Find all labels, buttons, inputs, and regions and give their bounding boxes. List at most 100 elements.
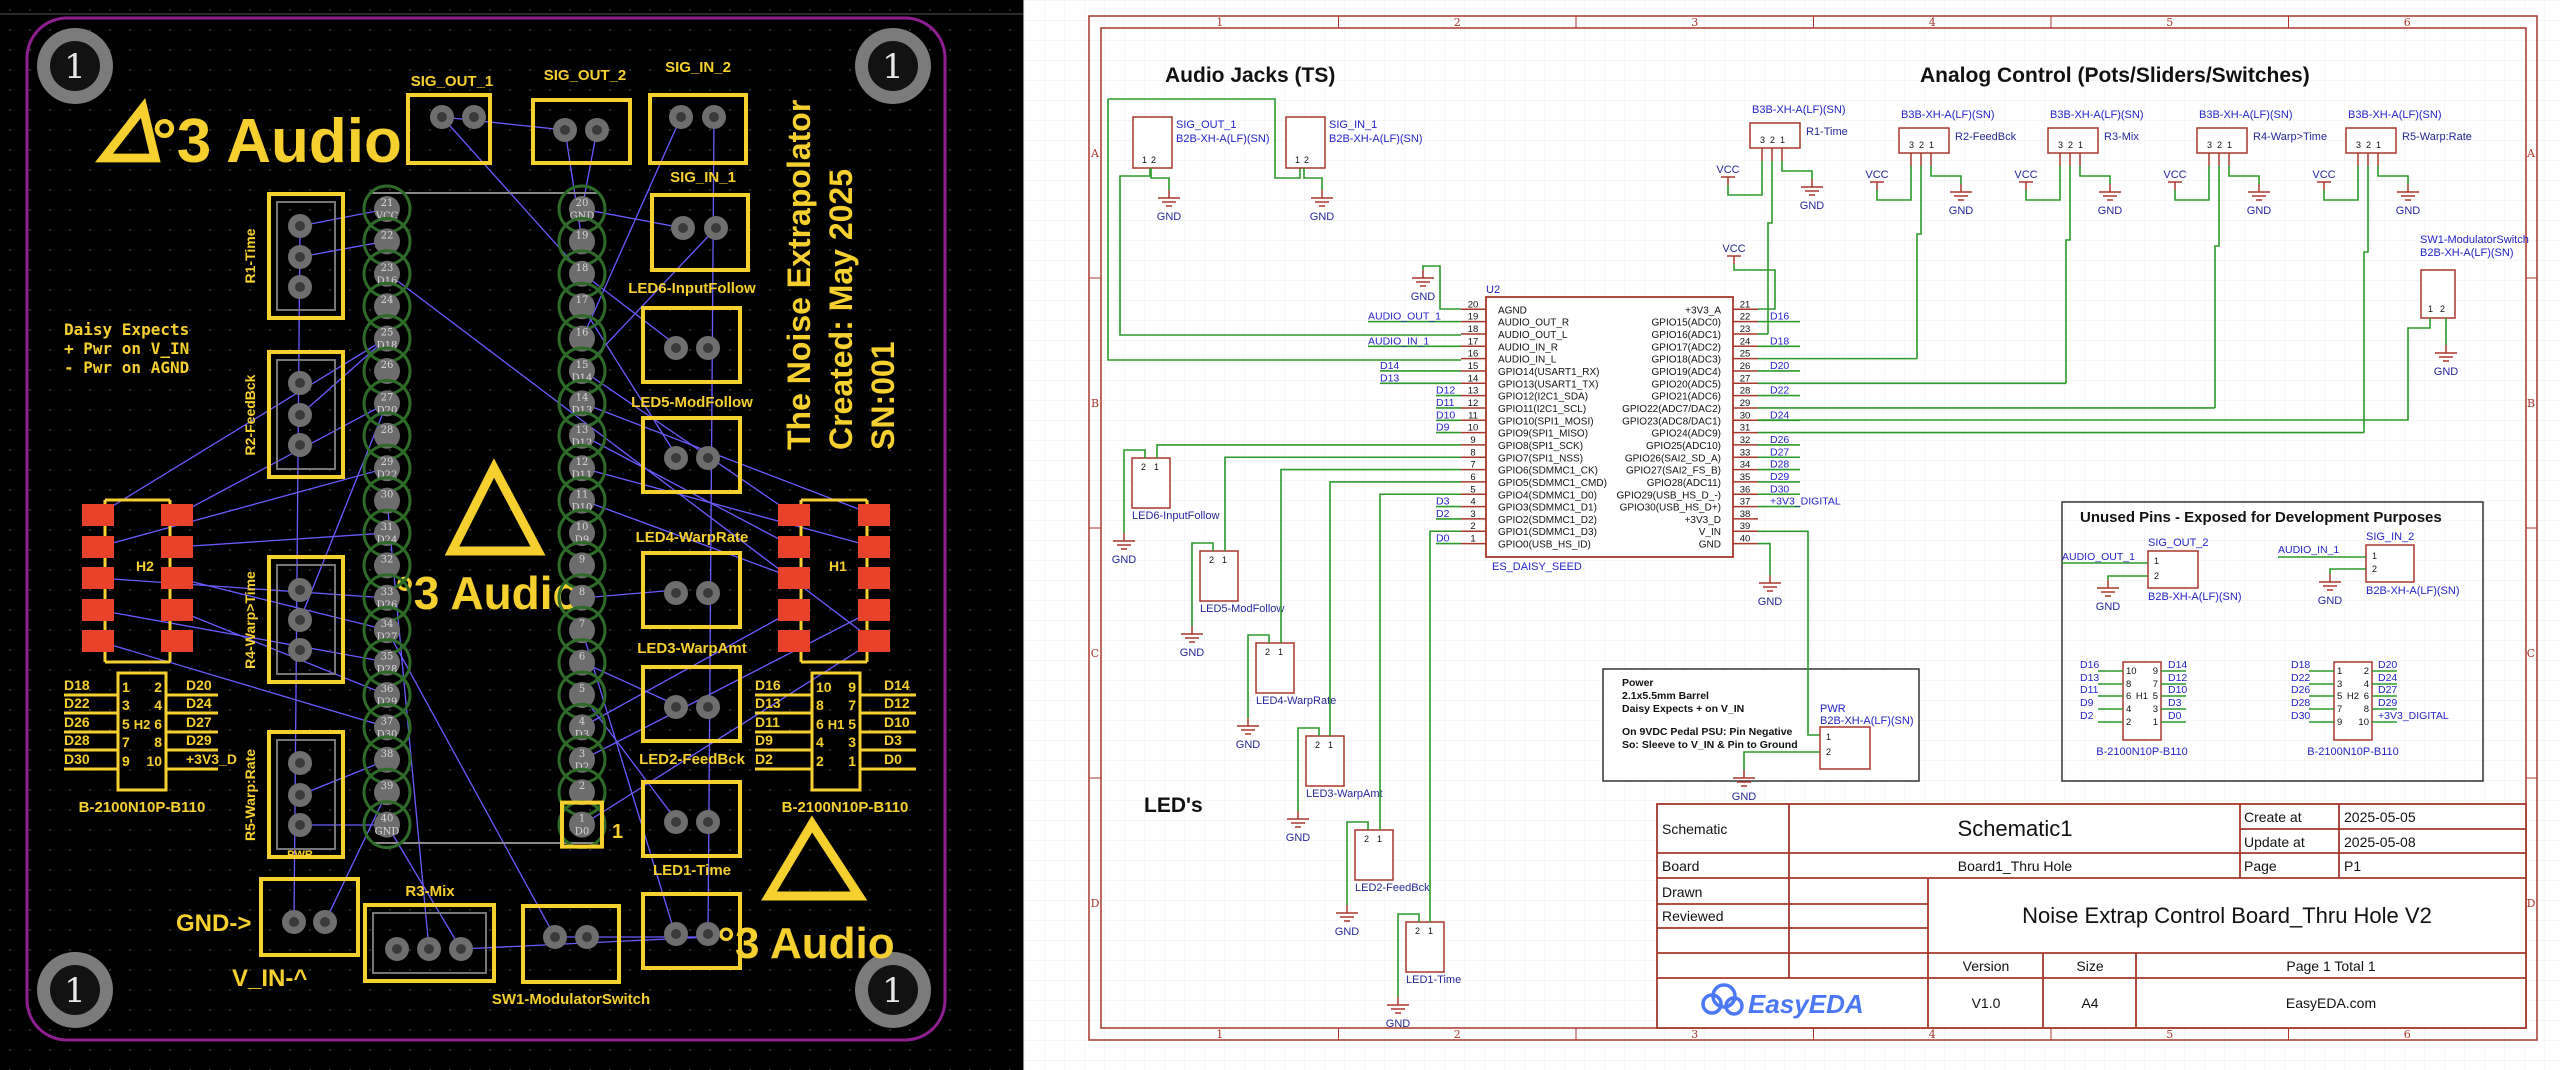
vcc-symbol[interactable]: VCC bbox=[2163, 169, 2187, 190]
wire[interactable] bbox=[1781, 161, 1813, 179]
board-outline[interactable] bbox=[25, 16, 947, 1042]
pot-symbol[interactable]: B3B-XH-A(LF)(SN) R3-Mix 3 2 1 bbox=[2047, 109, 2144, 166]
vcc-symbol[interactable]: VCC bbox=[1716, 164, 1740, 185]
mounting-hole[interactable]: 1 bbox=[37, 952, 113, 1028]
wire[interactable] bbox=[1107, 99, 1461, 361]
wire[interactable] bbox=[1297, 727, 1320, 811]
wire[interactable] bbox=[2174, 166, 2210, 201]
header-symbol-h2[interactable]: D18 D20 1 2 D22 D24 3 4 D26 D27 5 6 D28 D29 7 8 D30 +3V3_… bbox=[2291, 659, 2449, 758]
gnd-symbol[interactable]: GND bbox=[2396, 184, 2421, 217]
led-footprint[interactable]: LED4-WarpRate bbox=[636, 529, 749, 629]
wire[interactable] bbox=[1758, 318, 2431, 421]
header-symbol-h1[interactable]: D16 D14 10 9 D13 D12 8 7 D11 D10 6 5 D9 D3 4 3 D2 D0 2 1 H1 B… bbox=[2080, 659, 2188, 758]
daisy-pin[interactable]: 30 bbox=[362, 476, 412, 526]
wire[interactable] bbox=[1397, 913, 1420, 997]
pot-symbol[interactable]: B3B-XH-A(LF)(SN) R1-Time 3 2 1 bbox=[1749, 104, 1848, 161]
led-symbol[interactable]: 2 1 LED2-FeedBck bbox=[1354, 829, 1430, 894]
daisy-pin[interactable]: 3D2 bbox=[557, 735, 607, 785]
wire[interactable] bbox=[2025, 166, 2061, 201]
wire[interactable] bbox=[1150, 168, 1170, 190]
pot-symbol[interactable]: B3B-XH-A(LF)(SN) R2-FeedBck 3 2 1 bbox=[1898, 109, 2017, 166]
wire[interactable] bbox=[2329, 568, 2366, 574]
daisy-pin[interactable]: 32 bbox=[362, 540, 412, 590]
daisy-pin[interactable]: 7 bbox=[557, 605, 607, 655]
switch-footprint[interactable]: SW1-ModulatorSwitch bbox=[492, 904, 650, 1008]
wire[interactable] bbox=[2107, 575, 2148, 580]
wire[interactable] bbox=[1743, 751, 1820, 770]
wire[interactable] bbox=[1191, 542, 1214, 626]
led-footprint[interactable]: LED6-InputFollow bbox=[628, 280, 756, 384]
wire[interactable] bbox=[1727, 161, 1763, 196]
wire[interactable] bbox=[2363, 166, 2369, 433]
wire[interactable] bbox=[1733, 264, 1776, 310]
smd-pad[interactable] bbox=[161, 536, 193, 558]
wire[interactable] bbox=[1422, 265, 1461, 310]
daisy-pin[interactable]: 19 bbox=[557, 216, 607, 266]
smd-pad[interactable] bbox=[858, 536, 890, 558]
wire[interactable] bbox=[1123, 449, 1146, 533]
gnd-symbol[interactable]: GND bbox=[1800, 179, 1825, 212]
gnd-symbol[interactable]: GND bbox=[1411, 270, 1436, 303]
wire[interactable] bbox=[1767, 161, 1773, 334]
sig-in-2-footprint[interactable]: SIG_IN_2 bbox=[648, 59, 748, 165]
power-jack-footprint[interactable] bbox=[259, 877, 360, 957]
smd-pad[interactable] bbox=[82, 599, 114, 621]
smd-pad[interactable] bbox=[778, 630, 810, 652]
gnd-symbol[interactable]: GND bbox=[1949, 184, 1974, 217]
led-footprint[interactable]: LED1-Time bbox=[641, 862, 742, 970]
wire[interactable] bbox=[2228, 166, 2260, 184]
pot-symbol[interactable]: B3B-XH-A(LF)(SN) R5-Warp:Rate 3 2 1 bbox=[2345, 109, 2472, 166]
wire[interactable] bbox=[1379, 493, 1461, 830]
smd-header-h2[interactable]: H2 bbox=[82, 498, 193, 664]
sig-out-2-footprint[interactable]: SIG_OUT_2 bbox=[531, 67, 632, 165]
wire[interactable] bbox=[1119, 168, 1461, 336]
wire[interactable] bbox=[1758, 542, 1771, 575]
led-symbol[interactable]: 2 1 LED6-InputFollow bbox=[1131, 457, 1219, 522]
wire[interactable] bbox=[1329, 481, 1461, 736]
led-footprint[interactable]: LED5-ModFollow bbox=[631, 394, 753, 494]
wire[interactable] bbox=[1916, 166, 1922, 359]
daisy-pin[interactable]: 5 bbox=[557, 670, 607, 720]
sig-in-2-symbol[interactable]: SIG_IN_2 B2B-XH-A(LF)(SN) 1 2 bbox=[2365, 531, 2460, 597]
led-symbol[interactable]: 2 1 LED5-ModFollow bbox=[1199, 550, 1284, 615]
smd-pad[interactable] bbox=[82, 630, 114, 652]
sig-out-1-footprint[interactable]: SIG_OUT_1 bbox=[406, 73, 493, 165]
vcc-symbol[interactable]: VCC bbox=[1722, 243, 1746, 264]
wire[interactable] bbox=[1346, 821, 1369, 905]
smd-pad[interactable] bbox=[82, 567, 114, 589]
sig-in-1-footprint[interactable]: SIG_IN_1 bbox=[650, 169, 750, 272]
wire[interactable] bbox=[2214, 166, 2220, 408]
vcc-symbol[interactable]: VCC bbox=[2312, 169, 2336, 190]
pot-footprint-r2[interactable]: R2-FeedBck bbox=[242, 350, 345, 479]
smd-pad[interactable] bbox=[778, 599, 810, 621]
wire[interactable] bbox=[1280, 468, 1461, 643]
vcc-symbol[interactable]: VCC bbox=[1865, 169, 1889, 190]
mounting-hole[interactable]: 1 bbox=[37, 28, 113, 104]
gnd-symbol[interactable]: GND bbox=[1758, 575, 1783, 608]
wire[interactable] bbox=[1224, 456, 1461, 551]
wire[interactable] bbox=[1108, 98, 1301, 179]
wire[interactable] bbox=[1156, 444, 1461, 458]
led-footprint[interactable]: LED3-WarpAmt bbox=[637, 640, 747, 743]
led-symbol[interactable]: 2 1 LED1-Time bbox=[1405, 921, 1461, 986]
gnd-symbol[interactable]: GND bbox=[1157, 190, 1182, 223]
smd-pad[interactable] bbox=[161, 630, 193, 652]
gnd-symbol[interactable]: GND bbox=[2318, 574, 2343, 607]
smd-pad[interactable] bbox=[161, 504, 193, 526]
gnd-symbol[interactable]: GND bbox=[1335, 905, 1360, 938]
smd-pad[interactable] bbox=[858, 567, 890, 589]
gnd-symbol[interactable]: GND bbox=[1286, 811, 1311, 844]
led-footprint[interactable]: LED2-FeedBck bbox=[639, 751, 746, 858]
wire[interactable] bbox=[1429, 530, 1461, 922]
gnd-symbol[interactable]: GND bbox=[2434, 345, 2459, 378]
